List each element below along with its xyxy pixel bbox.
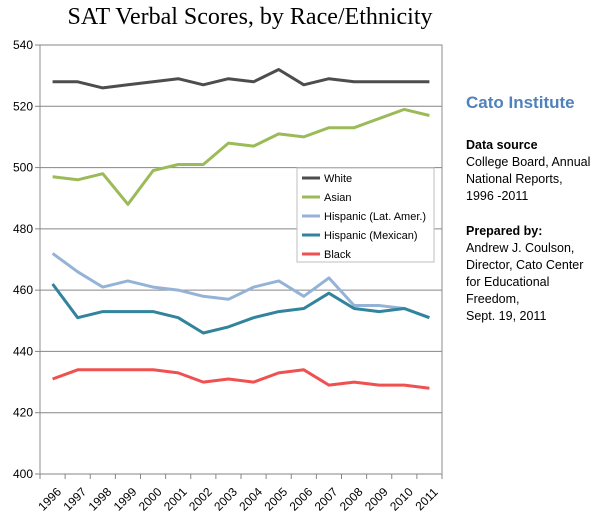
x-tick-label: 2004 (236, 485, 265, 511)
x-tick-label: 2000 (136, 485, 165, 511)
y-tick-label: 400 (13, 467, 33, 481)
series-line (52, 368, 430, 390)
x-tick-label: 1997 (60, 485, 89, 511)
x-tick-label: 1998 (86, 485, 115, 511)
prepared-title: Prepared by: (466, 224, 543, 238)
x-tick-label: 2009 (362, 485, 391, 511)
x-tick-label: 2005 (261, 485, 290, 511)
source-line: College Board, Annual (466, 155, 591, 169)
x-tick-label: 2008 (337, 485, 366, 511)
y-tick-label: 420 (13, 406, 33, 420)
legend-label: Black (324, 249, 351, 261)
x-tick-label: 2003 (211, 485, 240, 511)
x-tick-label: 2006 (287, 485, 316, 511)
prepared-line: for Educational (466, 275, 550, 289)
y-tick-label: 440 (13, 344, 33, 358)
y-tick-label: 480 (13, 222, 33, 236)
source-line: 1996 -2011 (466, 189, 529, 203)
x-tick-label: 2002 (186, 485, 215, 511)
legend-label: White (324, 173, 352, 185)
series-line (52, 68, 430, 90)
x-tick-label: 1999 (111, 485, 140, 511)
prepared-line: Director, Cato Center (466, 258, 584, 272)
sidebar: Cato Institute Data source College Board… (466, 94, 604, 325)
series-line (51, 283, 430, 335)
y-tick-label: 460 (13, 283, 33, 297)
x-tick-label: 2001 (161, 485, 190, 511)
y-tick-label: 500 (13, 161, 33, 175)
chart-title: SAT Verbal Scores, by Race/Ethnicity (67, 4, 433, 30)
series-line (51, 252, 430, 320)
legend-label: Hispanic (Lat. Amer.) (324, 211, 426, 223)
x-tick-label: 2010 (387, 485, 416, 511)
prepared-line: Freedom, (466, 292, 520, 306)
x-tick-label: 2011 (413, 485, 441, 511)
source-line: National Reports, (466, 172, 563, 186)
source-title: Data source (466, 138, 538, 152)
legend-label: Asian (324, 192, 352, 204)
series-line (52, 107, 430, 206)
prepared-line: Andrew J. Coulson, (466, 241, 575, 255)
prepared-line: Sept. 19, 2011 (466, 309, 547, 323)
y-tick-label: 540 (13, 38, 33, 52)
x-tick-label: 1996 (35, 485, 64, 511)
x-tick-label: 2007 (312, 485, 341, 511)
org-name: Cato Institute (466, 93, 575, 112)
legend-label: Hispanic (Mexican) (324, 230, 418, 242)
y-tick-label: 520 (13, 99, 33, 113)
